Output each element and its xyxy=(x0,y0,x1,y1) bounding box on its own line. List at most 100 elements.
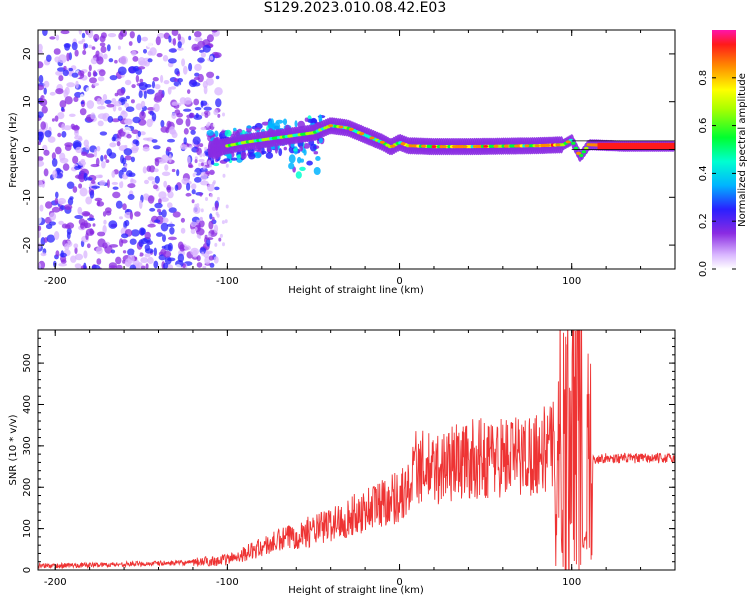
snr-x-tick-label: 100 xyxy=(562,577,581,588)
spectrogram-noise-blob xyxy=(38,74,44,84)
spectrogram-transition-blob xyxy=(223,158,231,162)
spectrogram-noise-blob xyxy=(174,68,180,75)
spectrogram-noise-blob xyxy=(196,262,203,268)
spectrogram-noise-blob xyxy=(59,252,67,258)
spectrogram-noise-blob xyxy=(104,207,112,214)
spectrogram-noise-blob xyxy=(91,212,100,216)
spectrogram-noise-blob xyxy=(93,148,98,158)
spectrogram-transition-blob xyxy=(278,148,283,157)
spectrogram-signal-peak xyxy=(524,144,530,148)
spectrogram-noise-blob xyxy=(146,89,155,95)
spectrogram-noise-blob xyxy=(188,163,193,168)
spectrogram-noise-blob xyxy=(40,121,46,130)
spectrogram-noise-blob xyxy=(181,90,187,98)
spectrogram-noise-blob xyxy=(69,196,74,200)
spectrogram-noise-blob xyxy=(55,250,60,257)
spectrogram-noise-blob xyxy=(153,184,158,190)
spectrogram-noise-blob xyxy=(196,147,202,156)
spectrogram-noise-blob xyxy=(131,50,137,56)
spectrogram-noise-blob xyxy=(203,106,212,111)
spectrogram-noise-blob xyxy=(209,163,213,168)
spectrogram-noise-blob xyxy=(90,112,96,120)
spectrogram-noise-blob xyxy=(108,262,117,269)
spectrogram-noise-blob xyxy=(192,249,198,258)
spectrogram-noise-blob xyxy=(98,69,106,77)
spectrogram-noise-blob xyxy=(63,65,67,71)
spectrogram-noise-blob xyxy=(102,94,108,101)
spectrogram-noise-blob xyxy=(125,106,135,112)
spectrogram-noise-blob xyxy=(144,231,151,240)
colorbar-tick-label: 0.4 xyxy=(698,165,709,181)
spectrogram-noise-blob xyxy=(179,144,188,150)
spectrogram-noise-blob xyxy=(140,100,146,108)
spectrogram-noise-blob xyxy=(161,171,171,177)
spectrogram-noise-blob xyxy=(164,164,169,171)
spectrogram-noise-blob xyxy=(41,105,48,114)
spectrogram-y-tick-label: 0 xyxy=(22,146,33,152)
spectrogram-transition-blob xyxy=(315,156,321,161)
spectrogram-noise-blob xyxy=(126,133,132,139)
spectrogram-transition-blob xyxy=(318,137,323,144)
spectrogram-noise-blob xyxy=(183,108,192,112)
spectrogram-noise-blob xyxy=(121,110,126,115)
spectrogram-noise-blob xyxy=(189,126,197,131)
snr-panel: -200 -100 0 100 0 100 200 300 400 500 Height of s… xyxy=(8,329,676,596)
spectrogram-noise-blob xyxy=(172,38,177,46)
spectrogram-noise-blob xyxy=(117,66,127,76)
spectrogram-noise-blob xyxy=(135,140,140,147)
spectrogram-noise-blob xyxy=(77,160,87,166)
spectrogram-x-tick-label: 100 xyxy=(562,276,581,287)
spectrogram-noise-blob xyxy=(138,252,144,257)
spectrogram-noise-blob xyxy=(78,218,86,226)
spectrogram-noise-blob xyxy=(74,91,82,98)
spectrogram-noise-blob xyxy=(111,170,116,178)
spectrogram-noise-blob xyxy=(57,132,62,138)
spectrogram-noise-blob xyxy=(225,204,229,209)
spectrogram-noise-blob xyxy=(154,84,161,90)
spectrogram-noise-blob xyxy=(124,155,132,161)
spectrogram-noise-blob xyxy=(125,95,130,100)
spectrogram-noise-blob xyxy=(147,50,153,56)
spectrogram-noise-blob xyxy=(44,130,52,138)
spectrogram-noise-blob xyxy=(131,129,139,135)
spectrogram-transition-blob xyxy=(300,158,304,163)
colorbar-tick-label: 0.8 xyxy=(698,70,709,86)
spectrogram-noise-blob xyxy=(177,78,184,83)
colorbar-label: Normalized spectral amplitude xyxy=(737,73,748,227)
spectrogram-noise-blob xyxy=(171,168,176,173)
spectrogram-noise-blob xyxy=(49,36,56,40)
spectrogram-noise-blob xyxy=(192,205,201,214)
spectrogram-noise-blob xyxy=(97,113,107,120)
spectrogram-noise-blob xyxy=(203,85,208,95)
spectrogram-noise-blob xyxy=(215,98,222,108)
snr-x-axis-label: Height of straight line (km) xyxy=(288,585,424,596)
spectrogram-signal-core xyxy=(571,141,576,145)
spectrogram-noise-blob xyxy=(38,225,42,231)
spectrogram-noise-blob xyxy=(192,173,196,177)
spectrogram-transition-blob xyxy=(299,166,306,171)
spectrogram-noise-blob xyxy=(202,165,206,170)
spectrogram-noise-blob xyxy=(76,196,81,200)
spectrogram-noise-blob xyxy=(151,180,156,185)
spectrogram-transition-blob xyxy=(274,145,278,154)
spectrogram-noise-blob xyxy=(51,206,61,213)
spectrogram-signal-core xyxy=(579,153,584,158)
spectrogram-noise-blob xyxy=(127,194,135,200)
spectrogram-signal-peak xyxy=(369,136,375,140)
spectrogram-noise-blob xyxy=(83,262,87,269)
spectrogram-transition-blob xyxy=(297,156,302,164)
spectrogram-noise-blob xyxy=(119,238,124,247)
spectrogram-noise-blob xyxy=(85,87,92,93)
spectrogram-noise-blob xyxy=(58,262,67,267)
spectrogram-noise-blob xyxy=(38,160,45,167)
spectrogram-noise-blob xyxy=(49,91,56,96)
spectrogram-noise-blob xyxy=(211,230,215,235)
spectrogram-noise-blob xyxy=(199,153,203,158)
spectrogram-noise-blob xyxy=(58,54,67,64)
spectrogram-noise-blob xyxy=(97,199,101,207)
spectrogram-noise-blob xyxy=(129,211,133,220)
spectrogram-noise-blob xyxy=(200,180,209,186)
spectrogram-noise-blob xyxy=(46,54,52,62)
spectrogram-noise-blob xyxy=(213,109,219,116)
spectrogram-noise-blob xyxy=(95,246,103,255)
